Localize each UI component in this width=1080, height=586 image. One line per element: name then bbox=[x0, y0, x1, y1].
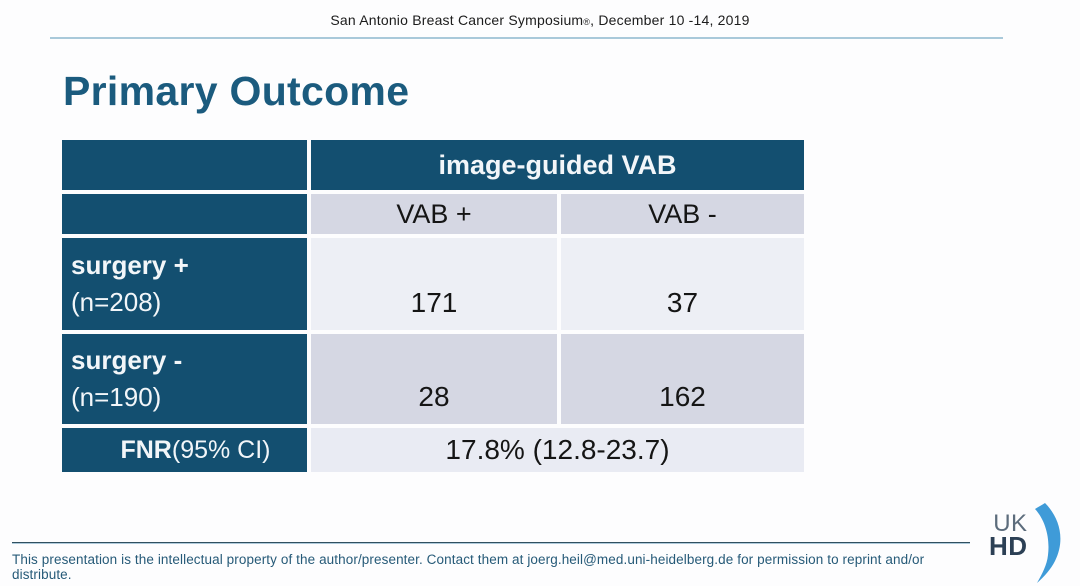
fnr-label-ci: (95% CI) bbox=[171, 435, 271, 464]
header-divider-line bbox=[50, 37, 1003, 39]
column-header-vab-negative: VAB - bbox=[561, 194, 804, 234]
column-header-vab-positive: VAB + bbox=[311, 194, 557, 234]
logo-swoosh-icon bbox=[1034, 503, 1060, 583]
value-surgery-pos-vab-pos: 171 bbox=[311, 238, 557, 330]
conference-name: San Antonio Breast Cancer Symposium bbox=[330, 12, 584, 28]
fnr-label-bold: FNR bbox=[120, 435, 172, 464]
row-label-surgery-positive: surgery + bbox=[71, 250, 189, 281]
footer-divider-line bbox=[12, 542, 970, 544]
value-surgery-neg-vab-pos: 28 bbox=[311, 334, 557, 424]
column-group-header-image-guided-vab: image-guided VAB bbox=[311, 140, 804, 190]
primary-outcome-table: image-guided VAB VAB + VAB - surgery + (… bbox=[62, 140, 804, 472]
conference-dates: , December 10 -14, 2019 bbox=[590, 12, 750, 28]
row-sublabel-n190: (n=190) bbox=[71, 382, 162, 412]
registered-trademark-mark: ® bbox=[583, 17, 591, 27]
value-fnr-ci: 17.8% (12.8-23.7) bbox=[311, 428, 804, 472]
row-header-fnr: FNR (95% CI) bbox=[62, 428, 307, 472]
table-corner-cell bbox=[62, 140, 307, 190]
ukhd-logo: UK HD bbox=[989, 503, 1075, 583]
logo-line-uk: UK bbox=[993, 510, 1028, 537]
conference-header: San Antonio Breast Cancer Symposium®, De… bbox=[0, 12, 1080, 28]
logo-line-hd: HD bbox=[989, 531, 1028, 562]
row-sublabel-n208: (n=208) bbox=[71, 287, 162, 317]
row-header-surgery-positive: surgery + (n=208) bbox=[62, 238, 307, 330]
copyright-notice: This presentation is the intellectual pr… bbox=[12, 552, 925, 582]
row-header-surgery-negative: surgery - (n=190) bbox=[62, 334, 307, 424]
value-surgery-pos-vab-neg: 37 bbox=[561, 238, 804, 330]
value-surgery-neg-vab-neg: 162 bbox=[561, 334, 804, 424]
row-label-surgery-negative: surgery - bbox=[71, 345, 183, 376]
table-spacer-cell bbox=[62, 194, 307, 234]
page-title: Primary Outcome bbox=[63, 68, 410, 114]
ukhd-logo-text: UK HD bbox=[989, 510, 1028, 583]
